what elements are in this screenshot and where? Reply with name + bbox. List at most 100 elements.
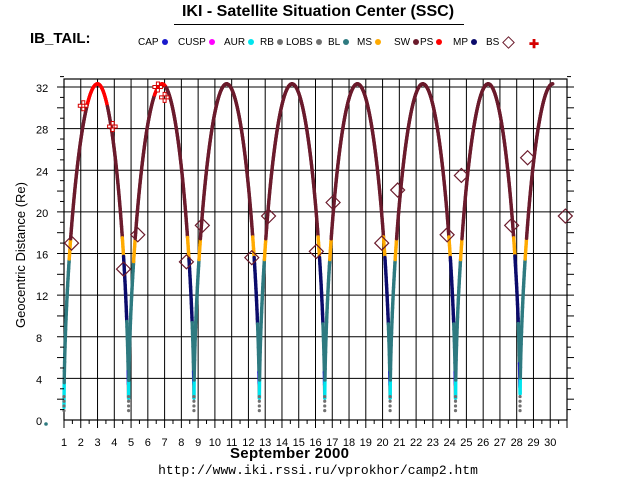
rb-point (126, 409, 131, 413)
x-tick-label: 5 (128, 437, 134, 449)
legend-item-cusp: CUSP (178, 37, 215, 48)
x-tick-label: 24 (444, 437, 456, 449)
legend-item-bl: BL (328, 37, 350, 48)
legend: CAP CUSP AUR RB LOBS BL MS SW PS MP BS ✚ (138, 35, 636, 51)
rb-point (257, 399, 261, 403)
x-tick-label: 18 (343, 437, 355, 449)
y-axis-label: Geocentric Distance (Re) (13, 182, 28, 328)
legend-item-cap: CAP (138, 37, 168, 48)
bs-diamond-marker (557, 208, 574, 224)
x-tick-label: 4 (111, 437, 117, 449)
legend-label: MP (453, 37, 468, 48)
x-tick-label: 2 (78, 437, 84, 449)
rb-point (518, 399, 522, 403)
data-point (44, 422, 48, 426)
legend-dot-icon (161, 39, 168, 46)
x-tick-label: 14 (276, 437, 288, 449)
rb-point (192, 409, 196, 413)
y-tick-label: 24 (36, 166, 48, 178)
rb-point (126, 404, 131, 408)
rb-point (257, 409, 261, 413)
ps-cross-marker (159, 91, 170, 103)
rb-point (518, 409, 522, 413)
rb-point (192, 399, 196, 403)
legend-label: RB (260, 37, 274, 48)
rb-point (62, 404, 66, 408)
x-tick-label: 23 (427, 437, 439, 449)
x-tick-label: 1 (61, 437, 67, 449)
y-tick-label: 16 (36, 250, 48, 262)
x-tick-label: 7 (162, 437, 168, 449)
rb-point (126, 394, 131, 399)
y-tick-label: 12 (36, 291, 48, 303)
x-tick-label: 27 (494, 437, 506, 449)
bs-diamond-marker (178, 253, 195, 270)
legend-label: SW (394, 37, 411, 48)
x-tick-label: 11 (226, 437, 237, 449)
legend-item-ms: MS (357, 37, 381, 48)
x-tick-label: 3 (94, 437, 100, 449)
chart-grid (63, 79, 568, 420)
legend-item-ps: PS (420, 37, 443, 48)
bs-diamond-marker (519, 149, 536, 166)
rb-point (388, 409, 392, 413)
x-tick-label: 12 (242, 437, 254, 449)
rb-point (62, 394, 66, 399)
rb-point (323, 404, 327, 408)
rb-point (192, 394, 196, 399)
satellite-label: IB_TAIL: (30, 30, 91, 47)
rb-point (126, 399, 131, 403)
x-tick-label: 19 (360, 437, 372, 449)
bs-diamond-marker (503, 217, 520, 234)
rb-point (257, 394, 261, 399)
rb-point (323, 399, 327, 403)
bs-diamond-marker (260, 208, 277, 224)
legend-item-aur: AUR (224, 37, 255, 48)
y-tick-label: 28 (36, 125, 48, 137)
rb-point (453, 409, 458, 413)
legend-item-sw: SW (394, 37, 420, 48)
legend-dot-icon (248, 39, 255, 46)
x-tick-label: 30 (544, 437, 556, 449)
legend-label: AUR (224, 37, 246, 48)
title-underline (174, 24, 464, 25)
legend-dot-icon (471, 39, 477, 46)
x-tick-label: 8 (178, 437, 184, 449)
legend-label: LOBS (286, 37, 313, 48)
legend-label: BS (486, 37, 500, 48)
y-tick-label: 20 (36, 208, 48, 220)
y-tick-label: 4 (36, 374, 42, 386)
ps-cross-marker (107, 121, 118, 133)
legend-label: CAP (138, 37, 159, 48)
y-tick-label: 0 (36, 416, 42, 428)
legend-dot-icon (436, 39, 443, 46)
rb-point (518, 394, 522, 399)
chart-markers (63, 81, 574, 277)
legend-dot-icon (276, 39, 283, 46)
legend-dot-icon (315, 39, 322, 46)
x-tick-label: 9 (195, 437, 201, 449)
x-tick-label: 28 (511, 437, 523, 449)
bs-diamond-marker (243, 249, 260, 266)
rb-point (62, 399, 66, 403)
legend-item-lobs: LOBS (286, 37, 322, 48)
legend-dot-icon (413, 39, 420, 46)
bs-diamond-marker (373, 235, 390, 251)
legend-item-cross: ✚ (526, 37, 539, 51)
bs-diamond-marker (194, 217, 211, 234)
rb-point (257, 404, 261, 408)
rb-point (192, 404, 196, 408)
rb-point (518, 404, 522, 408)
rb-point (453, 399, 458, 403)
x-tick-label: 20 (376, 437, 388, 449)
bs-diamond-marker (63, 235, 80, 251)
x-tick-label: 22 (410, 437, 422, 449)
source-url: http://www.iki.rssi.ru/vprokhor/camp2.ht… (158, 463, 478, 478)
x-tick-label: 21 (393, 437, 405, 449)
legend-dot-icon (343, 39, 350, 46)
legend-label: BL (328, 37, 341, 48)
rb-point (388, 399, 392, 403)
rb-point (388, 394, 392, 399)
